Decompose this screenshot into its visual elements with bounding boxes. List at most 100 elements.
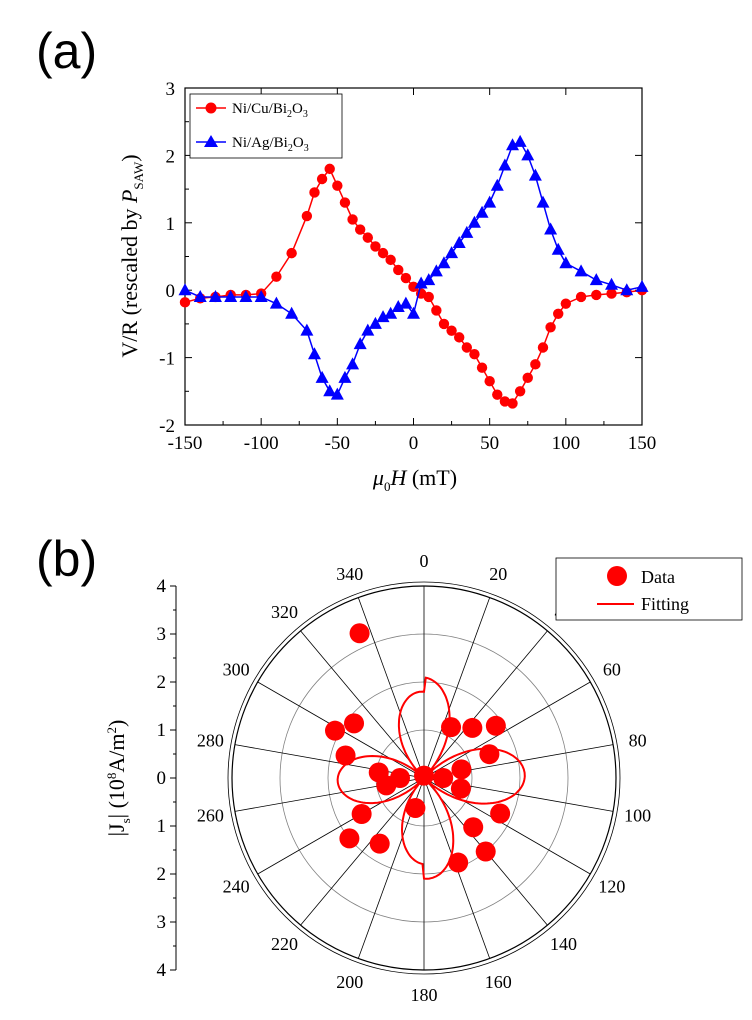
data-point — [544, 222, 558, 235]
data-point — [528, 168, 542, 181]
data-point — [286, 247, 297, 259]
data-point — [451, 759, 472, 780]
data-point — [422, 273, 436, 286]
data-point — [560, 298, 572, 309]
x-tick-label: 50 — [480, 433, 499, 454]
angle-label: 20 — [489, 564, 507, 584]
legend-label-fitting: Fitting — [641, 594, 689, 614]
data-point — [545, 322, 556, 333]
data-point — [431, 305, 442, 316]
data-point — [429, 264, 443, 277]
legend: Data Fitting — [555, 557, 743, 621]
r-tick-label: 1 — [157, 720, 167, 741]
data-point — [446, 325, 457, 336]
data-point — [559, 256, 573, 269]
data-point — [485, 715, 506, 736]
series-line-1 — [184, 140, 643, 396]
r-tick-label: 3 — [157, 624, 167, 645]
data-point — [369, 833, 390, 854]
spoke — [423, 777, 591, 875]
data-point — [513, 134, 527, 147]
x-tick-label: 150 — [628, 433, 657, 454]
data-point — [324, 720, 345, 741]
spoke — [300, 630, 425, 779]
data-point — [271, 271, 282, 282]
data-point — [323, 384, 337, 397]
x-tick-label: 100 — [552, 433, 581, 454]
data-point — [438, 318, 450, 330]
data-point — [553, 308, 564, 319]
fit-path — [336, 676, 526, 880]
data-point — [606, 288, 617, 299]
spoke — [423, 630, 548, 779]
angle-label: 280 — [197, 730, 224, 750]
data-point — [316, 173, 328, 185]
angle-label: 260 — [197, 806, 224, 826]
angle-label: 180 — [411, 985, 438, 1005]
data-point — [479, 744, 500, 765]
data-point — [370, 241, 381, 252]
data-point — [385, 254, 396, 266]
legend-marker-data — [607, 566, 627, 586]
data-point — [339, 197, 351, 208]
angle-label: 80 — [629, 730, 647, 750]
data-point — [574, 264, 588, 277]
data-point — [315, 370, 329, 383]
data-point — [399, 296, 413, 309]
data-point — [492, 389, 503, 400]
legend-marker-ag — [204, 135, 218, 147]
data-point — [454, 332, 465, 343]
data-point — [414, 765, 434, 786]
data-point — [507, 398, 518, 409]
data-point — [530, 359, 541, 370]
legend-box — [555, 557, 743, 621]
data-point — [384, 306, 398, 319]
data-point — [377, 247, 389, 259]
data-point — [475, 841, 496, 862]
data-point — [445, 246, 459, 259]
data-point — [575, 291, 587, 303]
data-point — [452, 236, 466, 249]
data-points — [324, 623, 511, 873]
axis-ticks: -150 -100 -50 0 50 100 150 -2 -1 0 1 2 3 — [159, 79, 656, 454]
data-point — [469, 349, 480, 360]
data-point — [269, 296, 283, 309]
angle-label: 320 — [271, 602, 298, 622]
data-point — [460, 225, 474, 238]
r-tick-label: 4 — [157, 576, 167, 597]
data-point — [254, 289, 268, 302]
data-point — [463, 817, 484, 838]
data-point — [351, 804, 372, 824]
x-tick-label: -100 — [244, 433, 279, 454]
angle-label: 60 — [603, 660, 621, 680]
data-point — [605, 277, 619, 290]
r-tick-label: 1 — [157, 816, 167, 837]
y-tick-label: 1 — [166, 214, 176, 235]
data-point — [437, 256, 451, 269]
data-point — [620, 283, 634, 296]
data-point — [414, 276, 428, 289]
data-point — [635, 279, 649, 292]
r-tick-label: 2 — [157, 864, 167, 885]
data-point — [376, 310, 390, 323]
data-point — [591, 289, 602, 301]
angle-label: 100 — [624, 806, 651, 826]
data-point — [393, 264, 404, 276]
spoke — [300, 777, 425, 926]
data-point — [353, 337, 367, 350]
data-point — [536, 195, 550, 208]
spoke — [357, 597, 425, 779]
data-point — [338, 370, 352, 383]
legend-label-data: Data — [641, 567, 675, 587]
data-point — [475, 205, 489, 218]
r-tick-label: 4 — [157, 960, 167, 981]
data-point — [332, 180, 343, 191]
y-tick-label: 3 — [166, 79, 176, 100]
angle-label: 340 — [336, 564, 363, 584]
data-point — [368, 316, 382, 329]
angle-label: 240 — [223, 876, 250, 896]
legend-marker-cu — [205, 102, 217, 114]
data-point — [239, 289, 253, 302]
angle-label: 200 — [336, 972, 363, 992]
